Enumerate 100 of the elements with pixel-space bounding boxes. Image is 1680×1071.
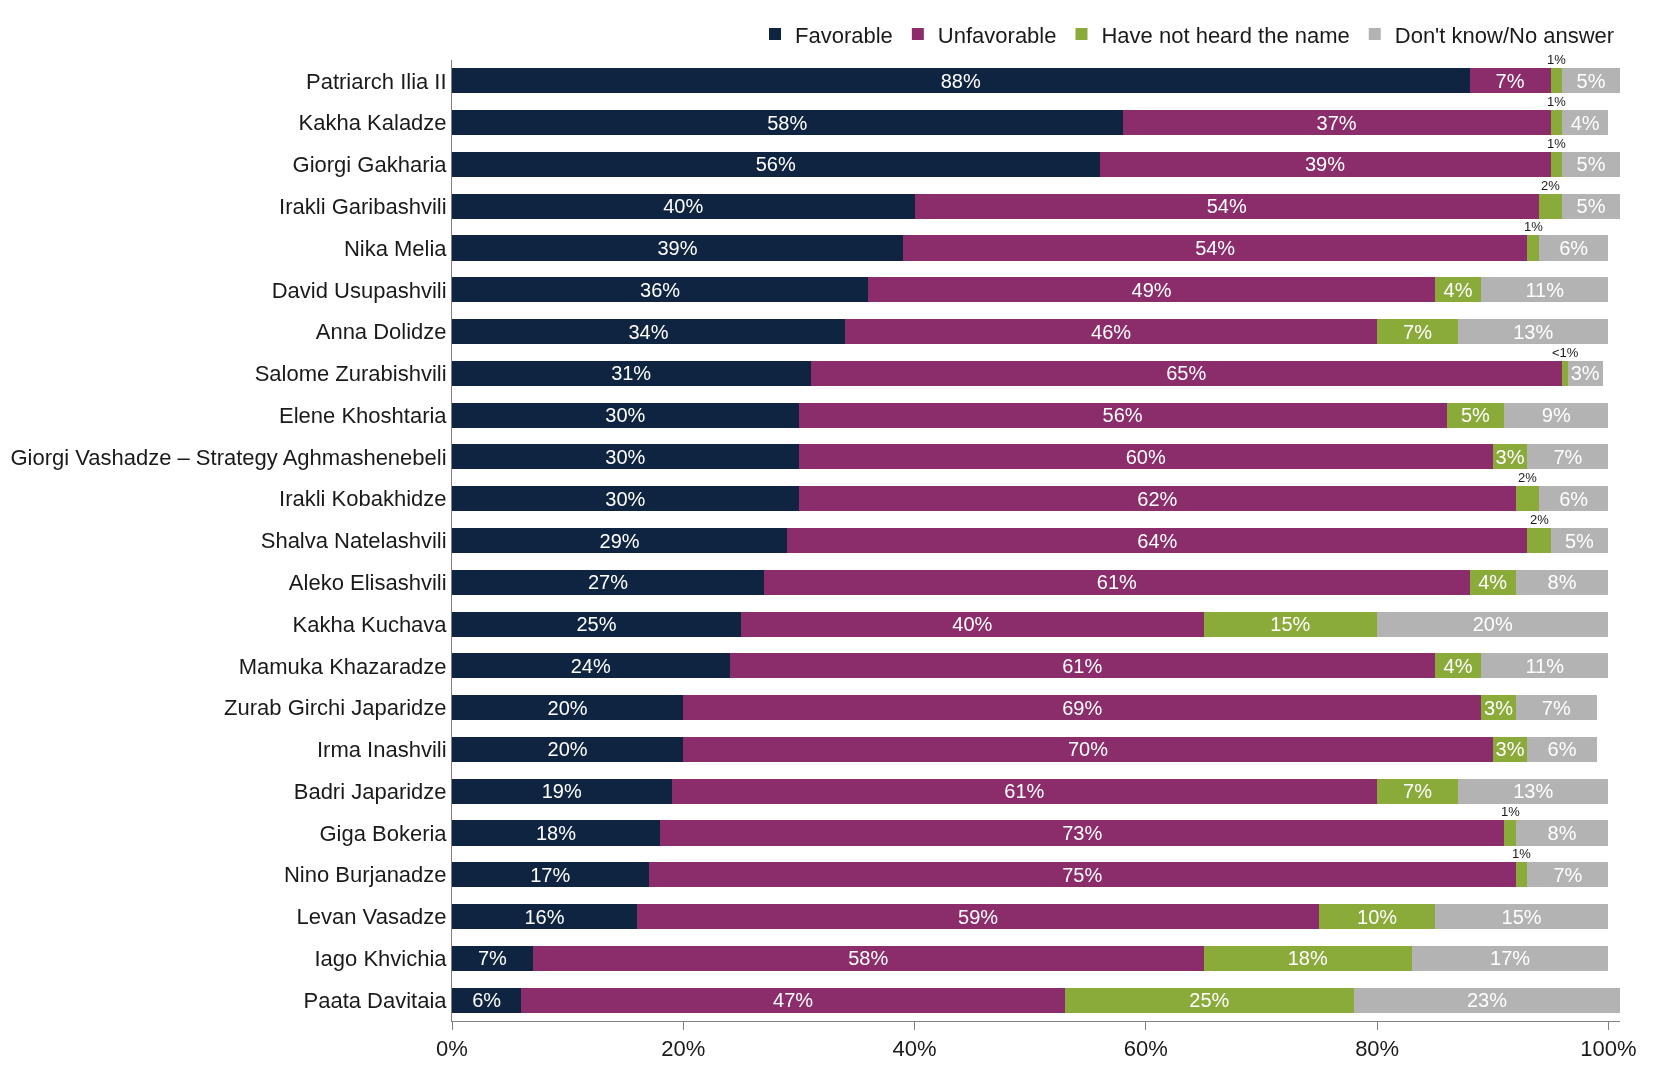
data-label: 6% xyxy=(1559,487,1589,510)
y-tick-label: Irakli Kobakhidze xyxy=(279,486,447,512)
data-label: 13% xyxy=(1513,320,1554,343)
data-label: 64% xyxy=(1137,529,1178,552)
bar xyxy=(532,945,1204,971)
bar xyxy=(1562,360,1568,386)
bar xyxy=(1434,904,1609,930)
data-label: 40% xyxy=(663,195,704,218)
data-label: 4% xyxy=(1443,654,1473,677)
data-label: 7% xyxy=(1541,696,1571,719)
bar xyxy=(452,695,684,721)
x-tick-label: 0% xyxy=(436,1036,468,1062)
data-label: 4% xyxy=(1478,571,1508,594)
data-label: 23% xyxy=(1466,989,1508,1012)
bar xyxy=(452,151,1100,177)
bar xyxy=(1377,778,1459,804)
bar xyxy=(452,945,533,971)
y-tick-label: Paata Davitaia xyxy=(303,987,448,1013)
data-label: 24% xyxy=(570,654,611,677)
bar xyxy=(1469,68,1551,94)
bar xyxy=(1411,945,1609,971)
x-tick-label: 60% xyxy=(1123,1036,1168,1062)
data-label: 18% xyxy=(535,821,577,844)
data-label: 65% xyxy=(1166,362,1207,385)
bar xyxy=(637,904,1320,930)
bar xyxy=(1550,151,1563,177)
data-label: 1% xyxy=(1547,94,1567,109)
bar xyxy=(1099,151,1551,177)
data-label: 69% xyxy=(1062,696,1103,719)
y-tick-label: Patriarch Ilia II xyxy=(305,68,447,94)
bar xyxy=(741,611,1204,637)
bar xyxy=(452,862,649,888)
bar xyxy=(452,402,799,428)
bar xyxy=(452,653,730,679)
bar xyxy=(1122,110,1551,136)
bar xyxy=(798,402,1447,428)
bar xyxy=(452,360,811,386)
legend-label: Favorable xyxy=(795,22,893,48)
data-label: 37% xyxy=(1316,111,1357,134)
data-label: 61% xyxy=(1004,780,1045,803)
data-label: 75% xyxy=(1062,863,1103,886)
data-label: 59% xyxy=(958,905,999,928)
data-label: 60% xyxy=(1125,445,1166,468)
data-label: 16% xyxy=(524,905,565,928)
data-label: 7% xyxy=(1553,445,1583,468)
bar xyxy=(452,235,904,261)
bar xyxy=(452,277,869,303)
data-label: 27% xyxy=(588,571,629,594)
data-label: 7% xyxy=(1403,320,1433,343)
data-label: 5% xyxy=(1576,195,1606,218)
data-label: 20% xyxy=(1472,613,1513,636)
bar xyxy=(1319,904,1435,930)
data-label: 25% xyxy=(1189,989,1230,1012)
data-label: 18% xyxy=(1287,947,1328,970)
bar xyxy=(1203,611,1378,637)
y-tick-label: Levan Vasadze xyxy=(296,904,447,930)
bar xyxy=(452,611,742,637)
data-label: 25% xyxy=(576,613,617,636)
data-label: 2% xyxy=(1518,470,1538,485)
bar xyxy=(452,193,915,219)
bar xyxy=(1515,486,1540,512)
bar xyxy=(1203,945,1412,971)
data-label: 1% xyxy=(1547,136,1567,151)
data-label: 7% xyxy=(1495,69,1525,92)
data-label: 10% xyxy=(1357,905,1398,928)
y-tick-label: Irakli Garibashvili xyxy=(279,193,447,219)
data-label: 62% xyxy=(1137,487,1178,510)
data-label: 11% xyxy=(1525,654,1565,677)
data-label: 6% xyxy=(1547,738,1577,761)
bar xyxy=(1064,987,1355,1013)
bar xyxy=(452,820,661,846)
data-label: 7% xyxy=(477,947,508,970)
bar xyxy=(1504,402,1609,428)
y-tick-label: Shalva Natelashvili xyxy=(260,528,447,554)
legend-label: Don't know/No answer xyxy=(1394,22,1615,48)
data-label: 15% xyxy=(1501,905,1542,928)
bar xyxy=(683,695,1482,721)
y-tick-label: Irma Inashvili xyxy=(317,737,447,763)
data-label: 61% xyxy=(1062,654,1103,677)
bar xyxy=(764,569,1470,595)
bar xyxy=(1550,68,1563,94)
data-label: 54% xyxy=(1206,195,1247,218)
bar xyxy=(729,653,1435,679)
y-tick-label: Nino Burjanadze xyxy=(283,862,447,888)
bar xyxy=(868,277,1435,303)
bar xyxy=(660,820,1505,846)
data-label: 40% xyxy=(952,613,993,636)
data-label: 2% xyxy=(1541,178,1561,193)
data-label: 73% xyxy=(1062,821,1103,844)
data-label: 6% xyxy=(1559,237,1589,260)
bar xyxy=(452,68,1470,94)
bar xyxy=(798,444,1493,470)
y-tick-label: Anna Dolidze xyxy=(315,319,447,345)
data-label: 56% xyxy=(1102,404,1143,427)
data-label: 54% xyxy=(1195,237,1236,260)
bar xyxy=(1550,110,1563,136)
data-label: 47% xyxy=(773,989,814,1012)
data-label: 3% xyxy=(1484,696,1514,719)
bar xyxy=(648,862,1516,888)
data-label: 5% xyxy=(1460,404,1491,427)
